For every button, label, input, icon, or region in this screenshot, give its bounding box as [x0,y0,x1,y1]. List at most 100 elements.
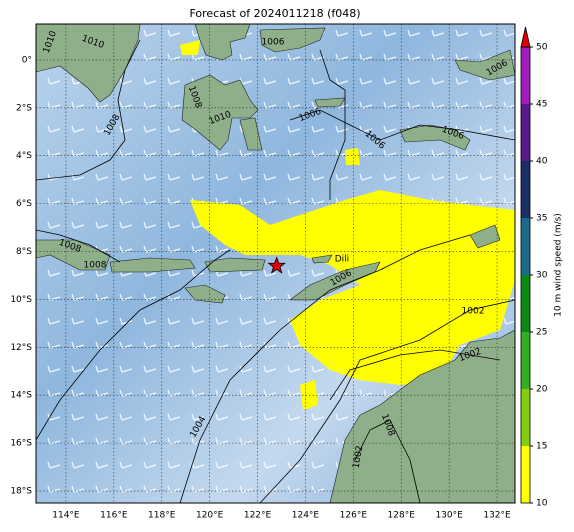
wind-barb [143,77,157,85]
wind-barb [143,101,157,109]
wind-barb [47,365,61,373]
wind-barb [71,269,85,277]
wind-barb [167,365,181,373]
y-tick-label: 6°S [16,199,32,209]
wind-barb [47,413,61,421]
wind-barb [311,173,325,181]
wind-barb [71,221,85,229]
wind-barb [71,413,85,421]
colorbar-segment [521,446,530,503]
wind-barb [359,77,373,85]
map-title: Forecast of 2024011218 (f048) [189,7,360,20]
y-tick-label: 2°S [16,103,32,113]
wind-barb [143,221,157,229]
x-tick-label: 120°E [196,511,224,521]
x-tick-label: 126°E [340,511,368,521]
map-frame [35,23,516,504]
wind-barb [215,461,229,469]
wind-barb [71,125,85,133]
wind-barb [287,485,301,493]
wind-barb [407,173,421,181]
wind-barb [95,461,109,469]
contour-label: 1002 [462,307,485,317]
wind-barb [143,317,157,325]
wind-barb [47,125,61,133]
wind-barb [215,437,229,445]
colorbar-tick-label: 20 [536,385,548,395]
colorbar-tick-label: 15 [536,442,547,452]
x-tick-label: 128°E [388,511,416,521]
wind-barb [503,125,515,133]
wind-barb [47,149,61,157]
wind-barb [383,149,397,157]
wind-barb [119,461,133,469]
wind-barb [167,221,181,229]
wind-barb [47,317,61,325]
wind-barb [239,413,253,421]
x-tick-label: 116°E [100,511,128,521]
wind-barb [95,485,109,493]
wind-barb [95,125,109,133]
wind-barb [287,173,301,181]
colorbar-segment [521,218,530,275]
x-tick-label: 122°E [244,511,272,521]
wind-barb [479,53,493,61]
wind-barb [191,173,205,181]
wind-barb [407,53,421,61]
colorbar-tick-label: 45 [536,100,547,110]
colorbar-label: 10 m wind speed (m/s) [554,213,564,317]
y-tick-label: 18°S [10,487,32,497]
wind-barb [191,269,205,277]
wind-barb [455,29,469,37]
wind-barb [215,173,229,181]
wind-barb [215,317,229,325]
wind-barb [119,101,133,109]
wind-barb [47,389,61,397]
colorbar-extend [520,26,531,48]
wind-barb [287,77,301,85]
colorbar-tick-label: 35 [536,214,547,224]
colorbar-tick-label: 40 [536,157,548,167]
wind-barb [431,101,445,109]
colorbar-segment [521,389,530,446]
wind-barb [239,485,253,493]
wind-barb [311,77,325,85]
wind-barb [71,461,85,469]
wind-barb [47,485,61,493]
wind-barb [191,365,205,373]
wind-barb [47,197,61,205]
wind-barb [263,269,277,277]
wind-barb [143,173,157,181]
wind-barb [47,221,61,229]
wind-barb [263,101,277,109]
wind-barb [383,101,397,109]
wind-barb [119,221,133,229]
contour-label: 1006 [262,38,285,48]
wind-barb [263,53,277,61]
wind-barb [311,413,325,421]
wind-barb [143,197,157,205]
wind-barb [95,173,109,181]
wind-barb [311,365,325,373]
wind-barb [431,77,445,85]
wind-barb [455,53,469,61]
y-tick-label: 14°S [10,391,32,401]
wind-barb [143,341,157,349]
wind-barb [383,29,397,37]
wind-barb [455,77,469,85]
wind-barb [167,29,181,37]
wind-barb [263,125,277,133]
wind-barb [503,29,515,37]
x-tick-label: 130°E [435,511,463,521]
wind-barb [311,125,325,133]
y-tick-label: 10°S [10,295,32,305]
wind-barb [167,77,181,85]
wind-barb [479,149,493,157]
wind-barb [263,461,277,469]
wind-barb [47,437,61,445]
wind-barb [311,197,325,205]
y-tick-label: 16°S [10,439,32,449]
wind-barb [383,389,397,397]
